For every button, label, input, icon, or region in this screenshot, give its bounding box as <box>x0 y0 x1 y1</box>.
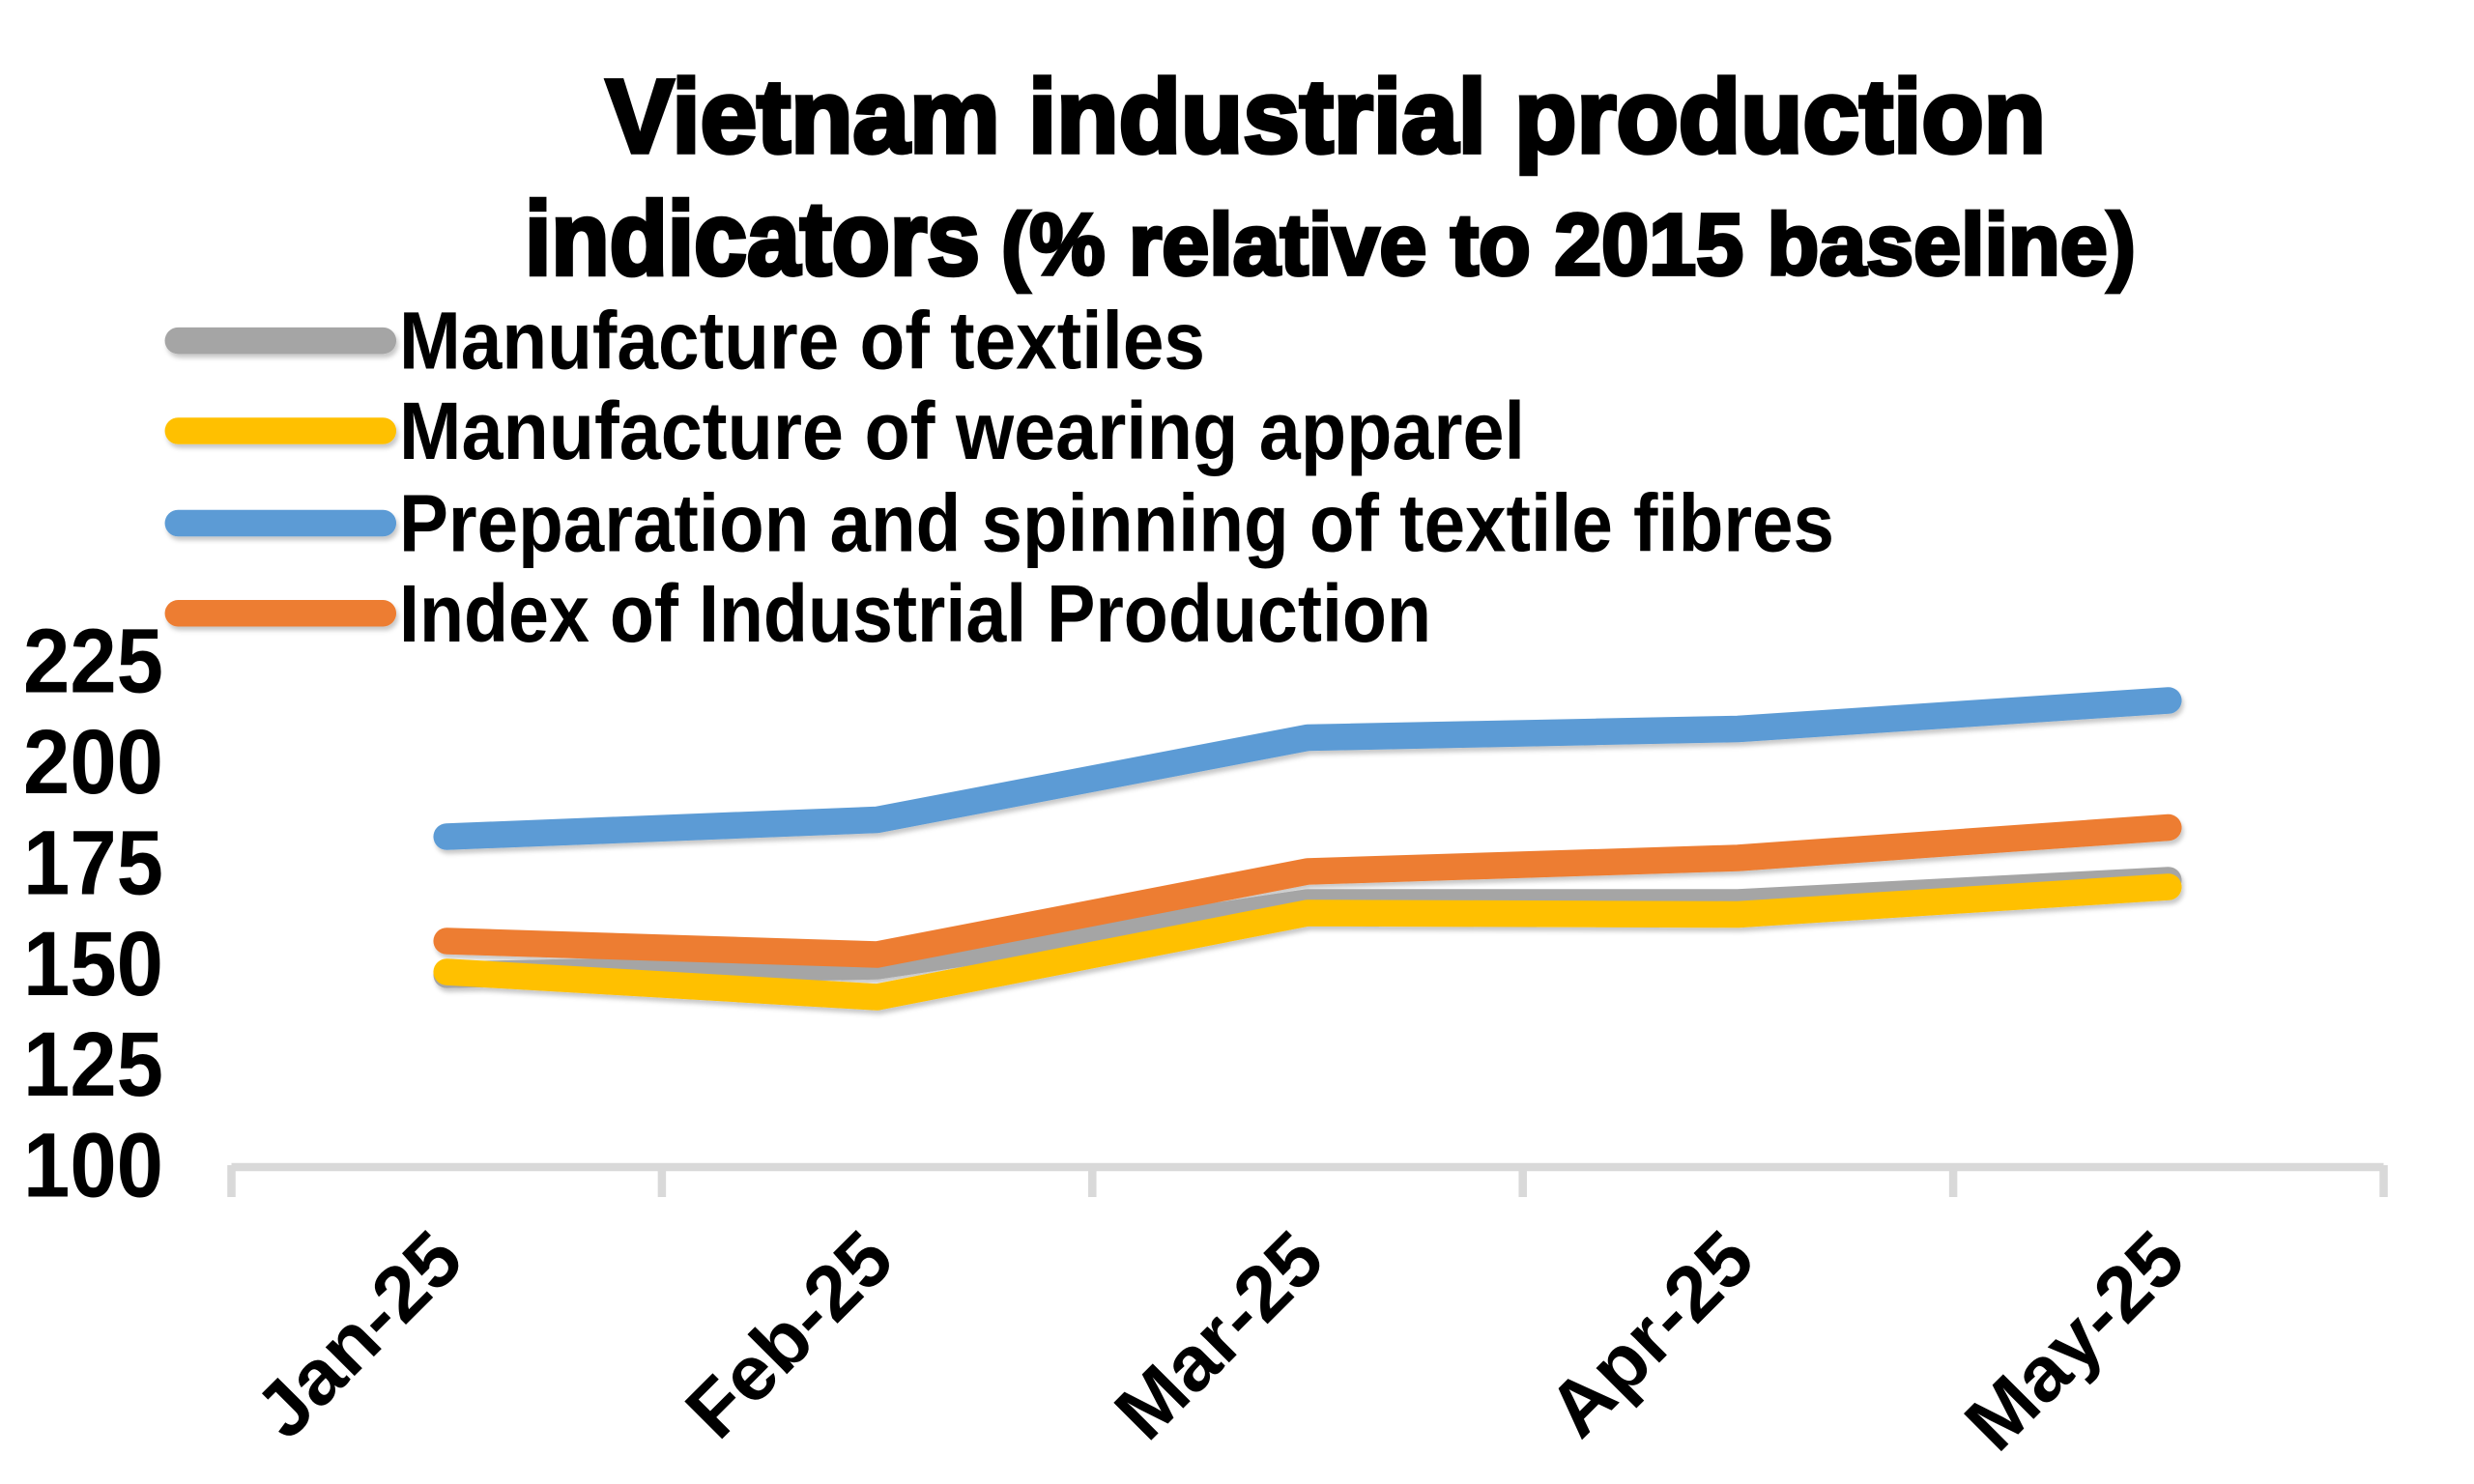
svg-text:Vietnam industrial production: Vietnam industrial production <box>606 58 2046 175</box>
svg-text:Manufacture of textiles: Manufacture of textiles <box>399 296 1205 386</box>
svg-text:Index of Industrial Production: Index of Industrial Production <box>399 568 1431 659</box>
svg-text:175: 175 <box>23 812 163 914</box>
svg-text:125: 125 <box>23 1013 163 1116</box>
svg-text:225: 225 <box>23 610 163 712</box>
svg-text:(% relative to 2015 baseline): (% relative to 2015 baseline) <box>1001 197 2136 294</box>
svg-text:indicators: indicators <box>525 180 980 297</box>
svg-text:Preparation and spinning of te: Preparation and spinning of textile fibr… <box>399 478 1834 569</box>
svg-text:100: 100 <box>23 1115 163 1217</box>
svg-text:150: 150 <box>23 913 163 1015</box>
svg-text:200: 200 <box>23 711 163 813</box>
svg-text:Manufacture of wearing apparel: Manufacture of wearing apparel <box>399 385 1525 476</box>
